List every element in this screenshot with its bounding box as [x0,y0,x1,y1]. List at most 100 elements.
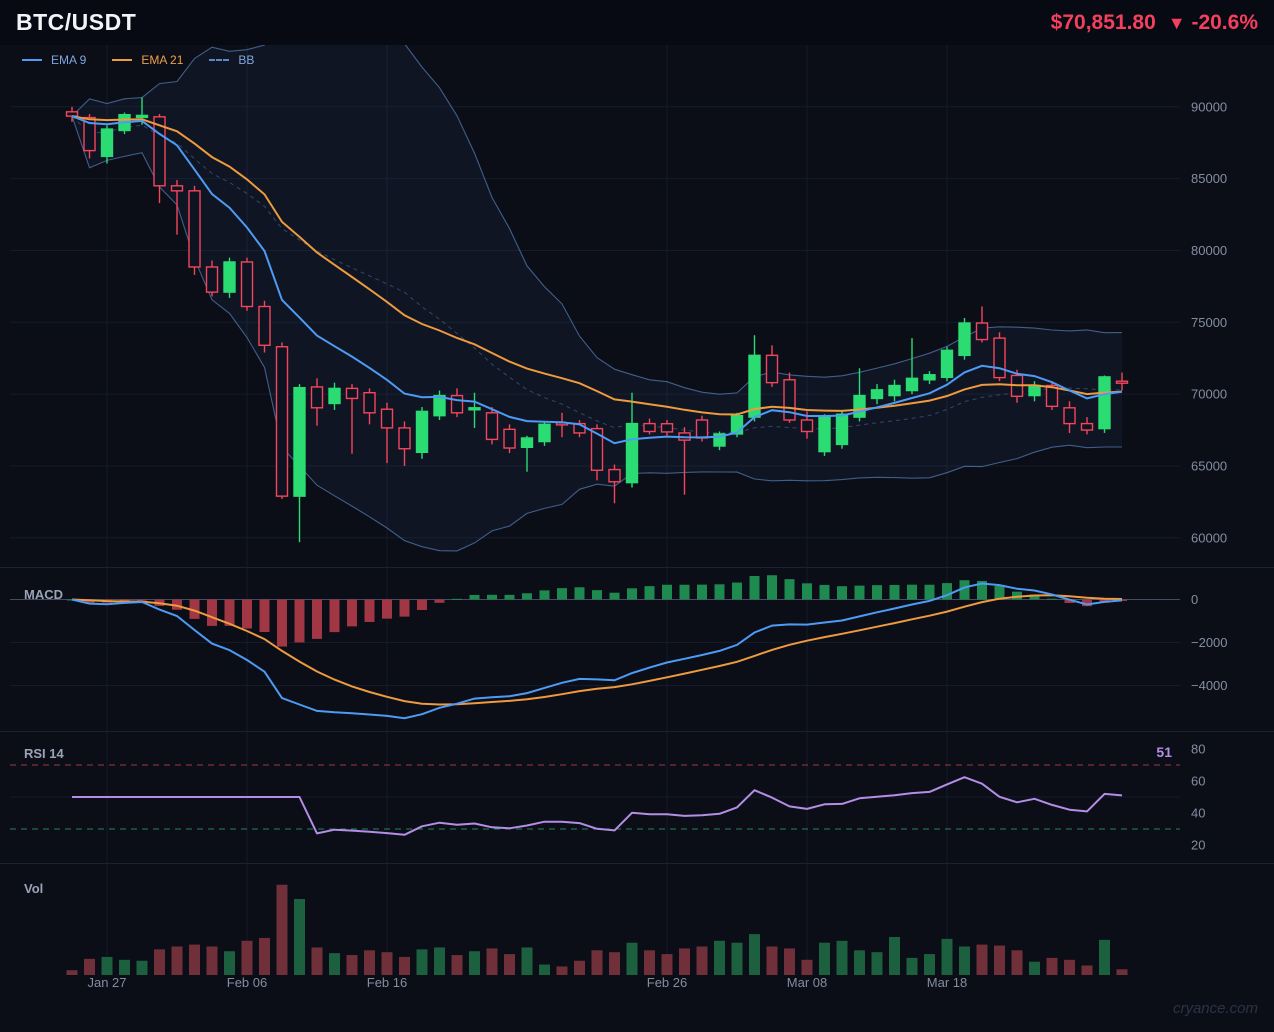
candle [783,372,796,423]
ema21-line-swatch-icon [112,59,133,61]
svg-text:85000: 85000 [1191,171,1227,186]
rsi-pane: 80 60 40 20 RSI 14 51 [10,742,1205,853]
legend-label: BB [238,53,255,67]
candle [170,180,184,235]
svg-text:MACD: MACD [24,587,63,602]
svg-text:Feb 16: Feb 16 [367,975,407,990]
svg-text:Feb 06: Feb 06 [227,975,267,990]
candle [713,431,726,451]
candle [940,346,954,382]
candle [258,300,271,353]
legend-item-ema9[interactable]: EMA 9 [22,53,86,67]
candle [398,421,411,466]
svg-text:Feb 26: Feb 26 [647,975,687,990]
x-axis: Jan 27 Feb 06 Feb 16 Feb 26 Mar 08 Mar 18 [87,975,967,990]
candle [608,464,621,504]
candle [538,421,551,446]
candle [660,420,674,436]
svg-text:20: 20 [1191,838,1205,853]
candle [468,392,481,428]
candle [923,371,936,385]
price-display: $70,851.80 ▼ -20.6% [1051,11,1258,35]
candle [1063,401,1076,433]
macd-histogram [67,575,1127,647]
candle [818,414,831,456]
candle [643,418,656,435]
svg-text:Mar 18: Mar 18 [927,975,967,990]
macd-line [71,582,1123,720]
ema9-line [71,115,1123,445]
ema-lines [71,115,1123,445]
legend-item-ema21[interactable]: EMA 21 [112,53,183,67]
svg-text:90000: 90000 [1191,99,1227,114]
svg-text:65000: 65000 [1191,458,1227,473]
down-arrow-icon: ▼ [1167,12,1186,33]
svg-text:−2000: −2000 [1191,635,1228,650]
candle [188,185,201,275]
candle [503,424,516,454]
svg-text:−4000: −4000 [1191,678,1228,693]
candle [153,113,166,204]
candle [1115,372,1129,391]
candle [870,384,884,405]
candle [100,125,114,164]
bb-line-swatch-icon [209,59,230,61]
svg-text:Vol: Vol [24,881,43,896]
grid-lines [10,45,1180,975]
candle [958,317,971,360]
candle [485,407,499,445]
candle [1080,417,1094,435]
ema21-line [71,115,1123,416]
bollinger-bands [71,45,1123,552]
price-axis: 90000 85000 80000 75000 70000 65000 60000 [1191,99,1227,545]
candle [83,113,96,159]
svg-text:0: 0 [1191,592,1198,607]
svg-text:RSI 14: RSI 14 [24,746,65,761]
rsi-current-value: 51 [1156,744,1172,760]
candle [345,384,359,454]
volume-pane: Vol [24,881,1128,975]
candles-layer [65,97,1129,543]
candle [1045,381,1059,410]
macd-lines [71,582,1123,720]
change-group: ▼ -20.6% [1168,11,1258,35]
candle [415,407,429,459]
candle [450,388,464,418]
legend-label: EMA 9 [51,53,87,67]
candle [240,257,254,311]
svg-text:Mar 08: Mar 08 [787,975,827,990]
candle [1098,375,1111,433]
legend-label: EMA 21 [141,53,184,67]
ema9-line-swatch-icon [22,59,42,61]
candle [888,379,901,402]
candle [363,388,376,425]
candle [380,402,394,464]
svg-text:80000: 80000 [1191,243,1227,258]
candle [993,332,1006,382]
indicator-legend: EMA 9 EMA 21 BB [22,53,254,67]
candle [223,257,236,298]
candle [293,384,306,543]
candle [433,390,446,420]
candle [765,345,779,387]
svg-text:60: 60 [1191,774,1205,789]
macd-pane: 0 −2000 −4000 MACD [10,575,1228,720]
svg-text:40: 40 [1191,806,1205,821]
candle [275,342,289,500]
last-price: $70,851.80 [1050,10,1156,34]
rsi-line [72,776,1123,836]
candle [310,378,324,426]
macd-signal-line [71,594,1123,706]
candle [975,306,989,343]
candle [205,260,219,297]
watermark: cryance.com [1172,1000,1258,1017]
legend-item-bb[interactable]: BB [209,53,254,67]
svg-text:60000: 60000 [1191,530,1227,545]
candle [905,338,919,395]
svg-text:Jan 27: Jan 27 [87,975,126,990]
symbol-title: BTC/USDT [16,9,137,35]
svg-text:70000: 70000 [1191,387,1227,402]
chart-header: BTC/USDT $70,851.80 ▼ -20.6% [0,0,1274,45]
svg-text:75000: 75000 [1191,315,1227,330]
